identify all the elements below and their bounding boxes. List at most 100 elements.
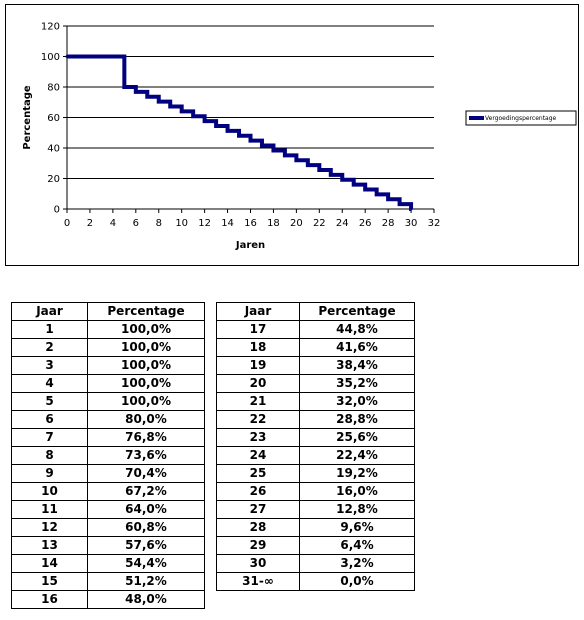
table-row: 20 35,2%	[216, 374, 415, 393]
cell-jaar: 2	[11, 338, 88, 357]
table-row: 6 80,0%	[11, 410, 205, 429]
cell-percentage: 76,8%	[87, 428, 205, 447]
legend-box	[465, 110, 577, 126]
x-tick-label: 30	[405, 218, 418, 229]
x-tick-label: 8	[156, 218, 162, 229]
cell-percentage: 64,0%	[87, 500, 205, 519]
table-row: 11 64,0%	[11, 500, 205, 519]
data-point	[226, 129, 230, 133]
data-point	[409, 207, 413, 211]
table-row: 29 6,4%	[216, 536, 415, 555]
cell-jaar: 9	[11, 464, 88, 483]
y-tick-label: 80	[47, 83, 60, 94]
table-header-row: Jaar Percentage	[11, 302, 205, 321]
cell-jaar: 20	[216, 374, 300, 393]
cell-jaar: 10	[11, 482, 88, 501]
x-tick-label: 0	[64, 218, 70, 229]
cell-percentage: 100,0%	[87, 374, 205, 393]
cell-jaar: 11	[11, 500, 88, 519]
cell-percentage: 9,6%	[299, 518, 415, 537]
cell-percentage: 100,0%	[87, 320, 205, 339]
y-tick-label: 100	[41, 52, 60, 63]
x-tick-label: 18	[267, 218, 280, 229]
data-point	[317, 168, 321, 172]
header-jaar: Jaar	[11, 302, 88, 321]
data-point	[122, 85, 126, 89]
data-point	[214, 124, 218, 128]
cell-percentage: 60,8%	[87, 518, 205, 537]
header-jaar: Jaar	[216, 302, 300, 321]
cell-jaar: 25	[216, 464, 300, 483]
data-point	[157, 100, 161, 104]
data-point	[375, 192, 379, 196]
data-point	[180, 109, 184, 113]
data-point	[65, 55, 69, 58]
cell-percentage: 35,2%	[299, 374, 415, 393]
table-header-row: Jaar Percentage	[216, 302, 415, 321]
x-tick-label: 20	[290, 218, 303, 229]
data-point	[249, 139, 252, 143]
x-tick-label: 16	[244, 218, 257, 229]
table-row: 5 100,0%	[11, 392, 205, 411]
percentage-table-left: Jaar Percentage 1 100,0% 2 100,0% 3 100,0% 4 10…	[11, 302, 205, 609]
data-point	[363, 187, 367, 191]
data-point	[294, 158, 298, 162]
chart-frame	[5, 4, 579, 266]
cell-percentage: 100,0%	[87, 392, 205, 411]
x-tick-label: 22	[313, 218, 326, 229]
cell-percentage: 57,6%	[87, 536, 205, 555]
data-point	[398, 202, 402, 206]
data-point	[306, 163, 310, 167]
table-row: 24 22,4%	[216, 446, 415, 465]
table-row: 15 51,2%	[11, 572, 205, 591]
data-point	[168, 105, 172, 109]
x-tick-label: 14	[221, 218, 234, 229]
cell-percentage: 100,0%	[87, 338, 205, 357]
x-tick-label: 2	[87, 218, 93, 229]
data-point	[340, 178, 344, 182]
cell-percentage: 38,4%	[299, 356, 415, 375]
table-row: 1 100,0%	[11, 320, 205, 339]
cell-percentage: 48,0%	[87, 590, 205, 609]
x-tick-label: 4	[110, 218, 116, 229]
cell-jaar: 30	[216, 554, 300, 573]
x-axis-title: Jaren	[235, 240, 265, 251]
table-row: 2 100,0%	[11, 338, 205, 357]
cell-percentage: 22,4%	[299, 446, 415, 465]
cell-jaar: 12	[11, 518, 88, 537]
cell-jaar: 21	[216, 392, 300, 411]
cell-jaar: 7	[11, 428, 88, 447]
x-tick-label: 26	[359, 218, 372, 229]
x-tick-label: 24	[336, 218, 349, 229]
cell-jaar: 27	[216, 500, 300, 519]
cell-percentage: 32,0%	[299, 392, 415, 411]
x-tick-label: 28	[382, 218, 395, 229]
data-point	[386, 197, 390, 201]
table-row: 10 67,2%	[11, 482, 205, 501]
table-row: 23 25,6%	[216, 428, 415, 447]
cell-jaar: 17	[216, 320, 300, 339]
cell-jaar: 16	[11, 590, 88, 609]
legend-label: Vergoedingspercentage	[485, 115, 557, 122]
header-percentage: Percentage	[299, 302, 415, 321]
data-point	[203, 119, 207, 123]
cell-jaar: 14	[11, 554, 88, 573]
data-point	[191, 114, 195, 118]
table-row: 22 28,8%	[216, 410, 415, 429]
y-tick-label: 0	[54, 205, 60, 216]
cell-jaar: 13	[11, 536, 88, 555]
data-point	[283, 153, 287, 157]
table-row: 8 73,6%	[11, 446, 205, 465]
cell-percentage: 54,4%	[87, 554, 205, 573]
cell-jaar: 31-∞	[216, 572, 300, 591]
table-row: 14 54,4%	[11, 554, 205, 573]
cell-percentage: 16,0%	[299, 482, 415, 501]
cell-jaar: 1	[11, 320, 88, 339]
data-point	[145, 95, 149, 99]
x-tick-label: 32	[428, 218, 441, 229]
x-tick-label: 12	[198, 218, 211, 229]
cell-percentage: 70,4%	[87, 464, 205, 483]
cell-jaar: 22	[216, 410, 300, 429]
series-line	[67, 54, 414, 211]
